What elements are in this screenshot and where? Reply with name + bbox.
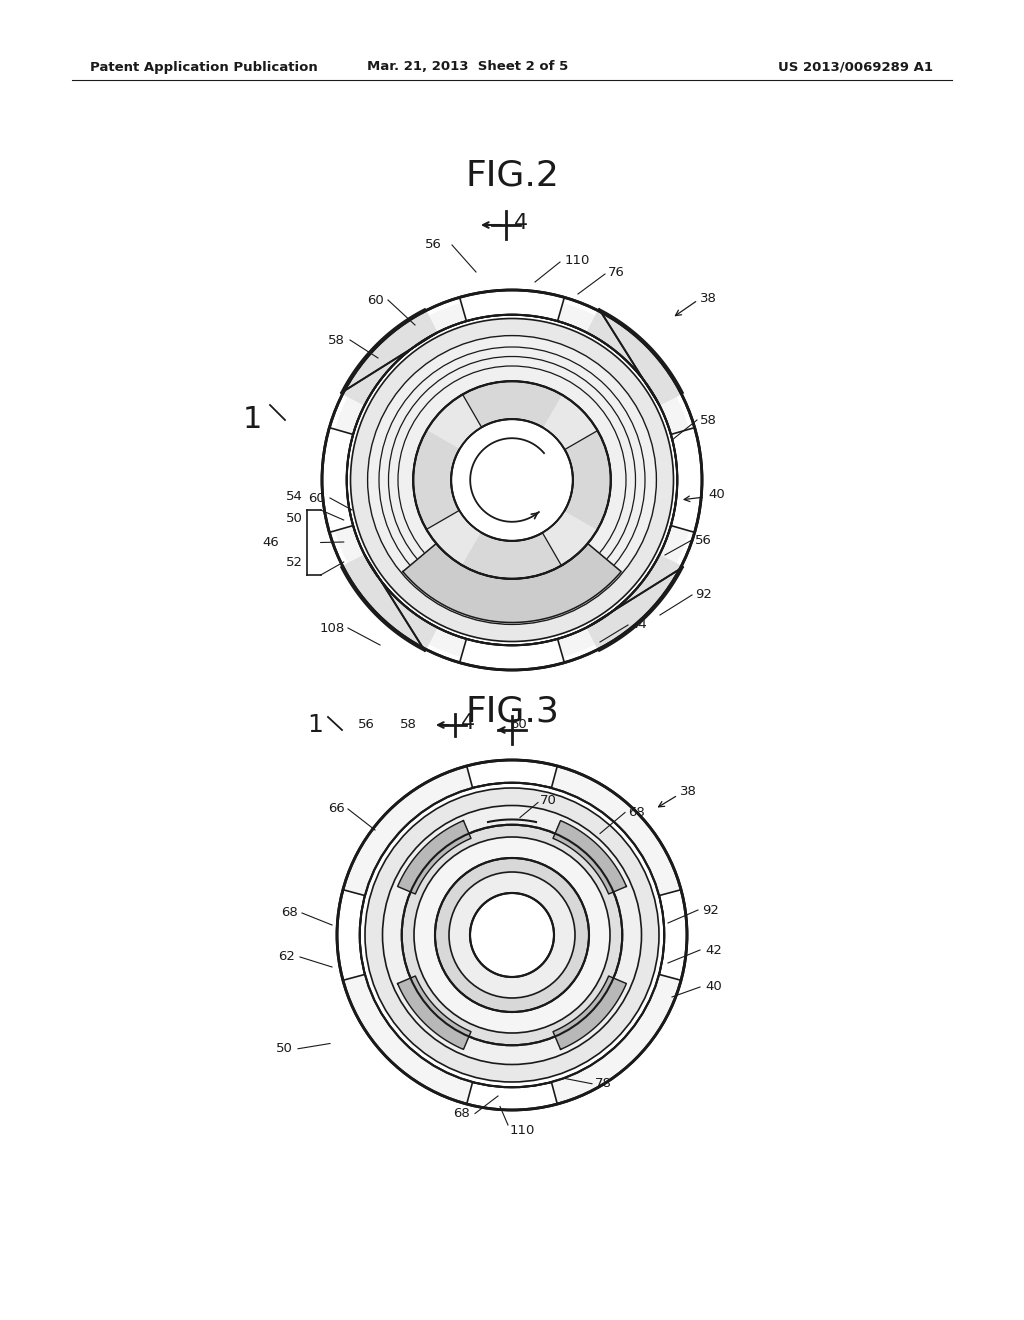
Polygon shape — [402, 544, 622, 623]
Text: US 2013/0069289 A1: US 2013/0069289 A1 — [778, 61, 933, 74]
Polygon shape — [565, 430, 610, 529]
Text: 60: 60 — [510, 718, 526, 731]
Text: FIG.3: FIG.3 — [465, 696, 559, 729]
Text: 42: 42 — [705, 944, 722, 957]
Circle shape — [452, 420, 572, 541]
Polygon shape — [659, 890, 687, 981]
Text: 50: 50 — [286, 512, 303, 525]
Text: 68: 68 — [628, 807, 645, 818]
Polygon shape — [671, 428, 702, 532]
Polygon shape — [322, 428, 353, 532]
Text: Patent Application Publication: Patent Application Publication — [90, 61, 317, 74]
Text: 62: 62 — [279, 950, 295, 964]
Text: 1: 1 — [307, 713, 323, 737]
Text: 44: 44 — [630, 619, 647, 631]
Circle shape — [383, 805, 641, 1064]
Text: 58: 58 — [328, 334, 345, 346]
Circle shape — [470, 894, 554, 977]
Text: 70: 70 — [540, 795, 557, 807]
Text: Mar. 21, 2013  Sheet 2 of 5: Mar. 21, 2013 Sheet 2 of 5 — [367, 61, 568, 74]
Circle shape — [435, 858, 589, 1012]
Circle shape — [350, 318, 674, 642]
Text: 108: 108 — [319, 622, 345, 635]
Circle shape — [337, 760, 687, 1110]
Text: 92: 92 — [702, 903, 719, 916]
Text: 50: 50 — [276, 1043, 293, 1055]
Polygon shape — [341, 554, 437, 651]
Polygon shape — [397, 821, 471, 894]
Circle shape — [414, 837, 610, 1034]
Text: 78: 78 — [595, 1077, 612, 1090]
Polygon shape — [414, 430, 459, 529]
Text: 56: 56 — [358, 718, 375, 731]
Text: 52: 52 — [286, 556, 303, 569]
Text: 92: 92 — [695, 589, 712, 602]
Circle shape — [414, 381, 610, 578]
Polygon shape — [553, 975, 627, 1049]
Text: 40: 40 — [705, 981, 722, 994]
Text: 60: 60 — [308, 491, 325, 504]
Polygon shape — [467, 1082, 557, 1110]
Text: 110: 110 — [565, 253, 591, 267]
Text: 54: 54 — [286, 491, 303, 503]
Polygon shape — [341, 309, 437, 405]
Polygon shape — [553, 821, 627, 894]
Text: 68: 68 — [282, 907, 298, 920]
Text: 4: 4 — [514, 213, 528, 234]
Text: 58: 58 — [700, 413, 717, 426]
Polygon shape — [397, 975, 471, 1049]
Circle shape — [365, 788, 659, 1082]
Text: 38: 38 — [680, 785, 697, 799]
Text: 40: 40 — [708, 488, 725, 502]
Polygon shape — [463, 381, 561, 426]
Text: 68: 68 — [454, 1107, 470, 1119]
Circle shape — [449, 873, 575, 998]
Text: 38: 38 — [700, 292, 717, 305]
Text: 56: 56 — [695, 533, 712, 546]
Polygon shape — [463, 533, 561, 578]
Text: 76: 76 — [608, 267, 625, 280]
Polygon shape — [587, 309, 683, 405]
Circle shape — [401, 825, 623, 1045]
Circle shape — [347, 314, 677, 645]
Text: 110: 110 — [510, 1125, 536, 1138]
Text: 56: 56 — [425, 239, 442, 252]
Polygon shape — [337, 890, 365, 981]
Text: FIG.2: FIG.2 — [465, 158, 559, 191]
Circle shape — [359, 783, 665, 1088]
Text: 58: 58 — [400, 718, 417, 731]
Polygon shape — [460, 290, 564, 321]
Circle shape — [328, 296, 696, 664]
Polygon shape — [460, 639, 564, 671]
Text: 60: 60 — [368, 293, 384, 306]
Circle shape — [368, 335, 656, 624]
Text: 1: 1 — [243, 405, 262, 434]
Polygon shape — [587, 554, 683, 651]
Text: 46: 46 — [262, 536, 279, 549]
Text: 4: 4 — [461, 713, 475, 733]
Polygon shape — [467, 760, 557, 788]
Text: 66: 66 — [329, 803, 345, 816]
